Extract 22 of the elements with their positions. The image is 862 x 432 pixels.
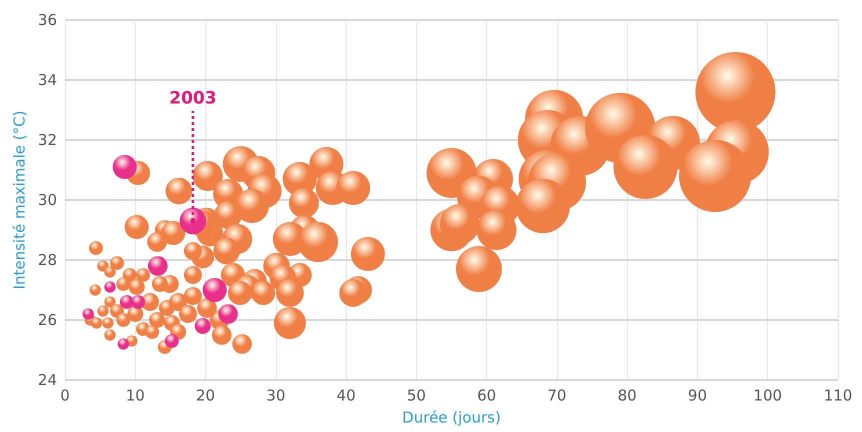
x-tick-label: 30	[266, 386, 286, 404]
x-tick-label: 110	[824, 386, 852, 404]
y-tick-label: 32	[38, 131, 57, 149]
y-axis-title: Intensité maximale (°C)	[10, 110, 28, 290]
y-tick-label: 26	[38, 311, 57, 329]
y-tick-label: 34	[38, 71, 57, 89]
x-tick-label: 70	[547, 386, 566, 404]
x-tick-label: 20	[196, 386, 216, 404]
y-tick-label: 24	[38, 371, 57, 389]
x-tick-label: 90	[688, 386, 707, 404]
x-tick-label: 100	[753, 386, 782, 404]
x-tick-label: 60	[477, 386, 496, 404]
annotation: 2003	[169, 88, 217, 108]
x-tick-label: 80	[618, 386, 637, 404]
x-tick-label: 0	[60, 386, 70, 404]
x-tick-label: 50	[406, 386, 426, 404]
x-axis-title: Durée (jours)	[402, 408, 501, 426]
y-tick-label: 36	[38, 11, 57, 29]
y-tick-label: 30	[38, 191, 57, 209]
x-tick-label: 40	[336, 386, 356, 404]
x-tick-label: 10	[126, 386, 145, 404]
y-tick-label: 28	[38, 251, 57, 269]
